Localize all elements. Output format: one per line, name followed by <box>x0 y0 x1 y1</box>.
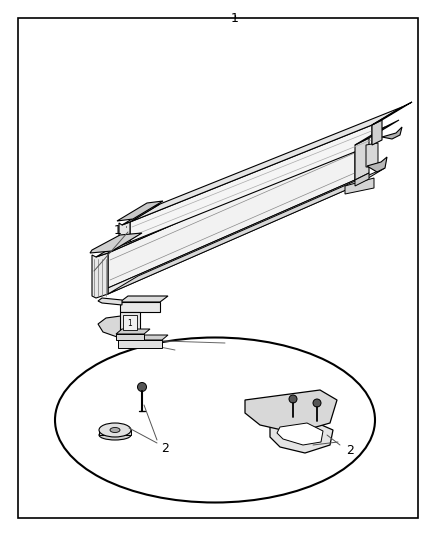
Polygon shape <box>108 145 355 288</box>
Text: 1: 1 <box>114 223 122 237</box>
Polygon shape <box>117 201 163 221</box>
Polygon shape <box>130 125 372 242</box>
Circle shape <box>313 399 321 407</box>
Polygon shape <box>245 390 337 433</box>
Polygon shape <box>366 143 378 167</box>
Polygon shape <box>355 120 399 145</box>
Polygon shape <box>367 157 387 172</box>
Text: 2: 2 <box>161 441 169 455</box>
Polygon shape <box>120 302 160 312</box>
Polygon shape <box>372 120 382 145</box>
Polygon shape <box>120 312 140 334</box>
Polygon shape <box>90 233 142 253</box>
Polygon shape <box>355 173 369 186</box>
Polygon shape <box>345 178 374 194</box>
Polygon shape <box>120 296 168 302</box>
Text: 1: 1 <box>231 12 239 25</box>
Polygon shape <box>122 204 160 225</box>
Polygon shape <box>355 138 369 180</box>
Polygon shape <box>277 423 323 445</box>
Polygon shape <box>108 180 355 294</box>
Polygon shape <box>108 127 385 253</box>
Text: 2: 2 <box>346 443 354 456</box>
Polygon shape <box>130 107 402 222</box>
Ellipse shape <box>99 423 131 437</box>
Polygon shape <box>119 222 130 245</box>
Ellipse shape <box>99 430 131 440</box>
Ellipse shape <box>110 427 120 432</box>
Polygon shape <box>116 329 150 334</box>
Polygon shape <box>98 315 130 338</box>
Polygon shape <box>372 102 412 125</box>
Circle shape <box>289 395 297 403</box>
Text: 1: 1 <box>127 319 132 327</box>
Polygon shape <box>99 430 131 435</box>
Polygon shape <box>270 420 333 453</box>
Polygon shape <box>118 335 168 340</box>
Polygon shape <box>96 235 138 257</box>
Polygon shape <box>108 168 385 294</box>
Polygon shape <box>98 298 122 305</box>
Polygon shape <box>118 340 162 348</box>
Polygon shape <box>116 334 144 340</box>
Circle shape <box>138 383 146 392</box>
Polygon shape <box>382 127 402 139</box>
Polygon shape <box>123 315 137 330</box>
Ellipse shape <box>55 337 375 503</box>
Polygon shape <box>92 253 108 298</box>
